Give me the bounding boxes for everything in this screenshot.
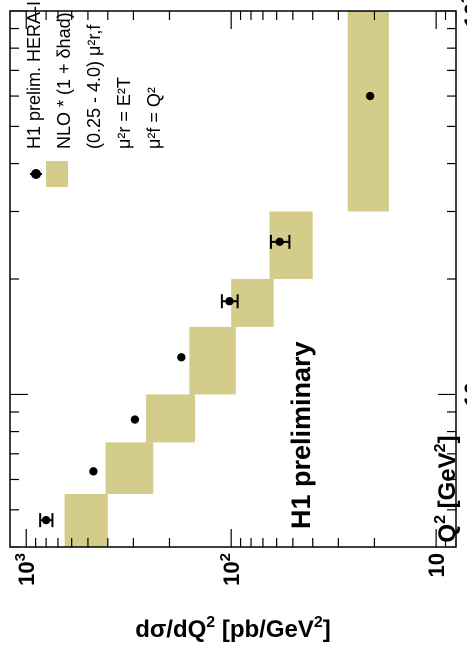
legend-label-mur: μ²r = E²T <box>114 77 134 149</box>
y-tick-label-0: 10 <box>424 553 449 577</box>
legend-data-dot <box>31 169 41 179</box>
legend-label-muf: μ²f = Q² <box>144 87 164 149</box>
data-point-1 <box>89 467 98 476</box>
theory-band-5 <box>269 211 313 279</box>
y-tick-label-1: 102 <box>217 553 244 586</box>
theory-band-3 <box>189 326 236 395</box>
legend-label-scale-range: (0.25 - 4.0) μ²r,f <box>84 24 104 149</box>
data-point-4 <box>225 297 234 306</box>
legend-marker-data <box>30 169 42 179</box>
data-point-6 <box>365 91 375 101</box>
y-axis-title: dσ/dQ2 [pb/GeV2] <box>135 614 331 643</box>
theory-band-0 <box>64 493 108 547</box>
data-point-3 <box>177 353 186 362</box>
data-point-5 <box>275 237 284 247</box>
preliminary-annotation: H1 preliminary <box>286 341 316 529</box>
theory-band-2 <box>146 394 196 443</box>
legend: H1 prelim. HERA-I NLO * (1 + δhad) (0.25… <box>24 1 164 187</box>
legend-swatch-band <box>46 161 68 187</box>
data-point-0 <box>41 515 51 525</box>
data-point-2 <box>130 415 140 424</box>
legend-label-data: H1 prelim. HERA-I <box>24 1 44 149</box>
theory-band-6 <box>347 10 389 212</box>
x-axis-title: Q2 [GeV2] <box>432 435 461 542</box>
x-tick-label-0: 10 <box>460 382 467 406</box>
theory-band-1 <box>105 442 154 494</box>
x-tick-label-1: 102 <box>458 0 467 27</box>
theory-band-4 <box>231 279 274 327</box>
y-tick-label-2: 103 <box>12 553 39 586</box>
legend-label-band: NLO * (1 + δhad) <box>54 12 74 149</box>
